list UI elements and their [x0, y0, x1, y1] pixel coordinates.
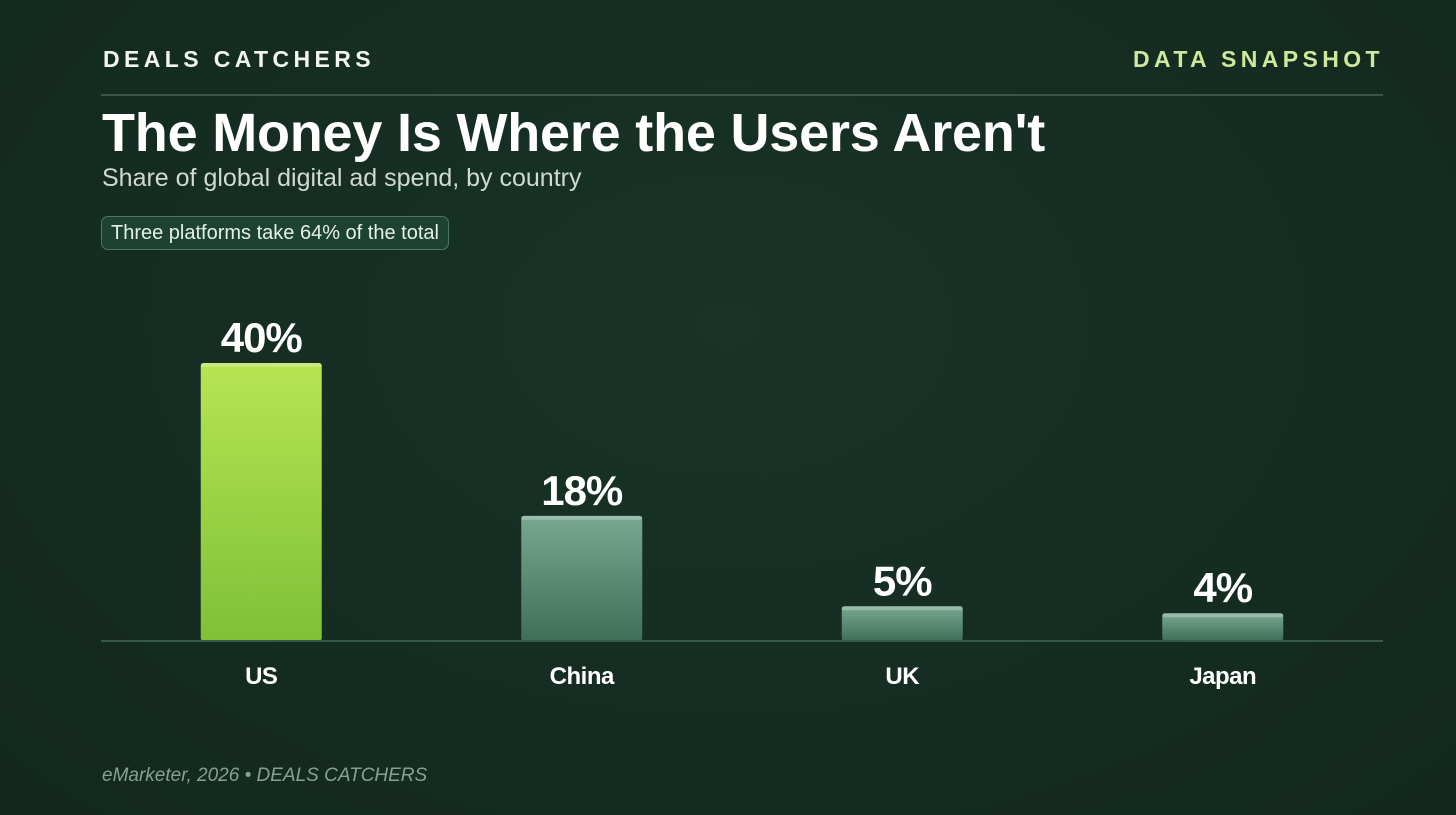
data-snapshot-tag: DATA SNAPSHOT	[1133, 46, 1384, 72]
callout-badge: Three platforms take 64% of the total	[101, 216, 449, 250]
header-divider	[101, 94, 1383, 96]
bar-uk	[841, 606, 963, 641]
category-label-uk: UK	[885, 663, 920, 690]
source-footer: eMarketer, 2026 • DEALS CATCHERS	[102, 765, 428, 786]
chart-title: The Money Is Where the Users Aren't	[102, 103, 1046, 163]
bar-cap-japan	[1162, 613, 1284, 618]
bar-japan	[1162, 613, 1284, 641]
bar-china	[521, 515, 643, 641]
value-label-japan: 4%	[1193, 564, 1252, 611]
chart-subtitle: Share of global digital ad spend, by cou…	[102, 164, 582, 192]
bar-cap-uk	[841, 606, 963, 611]
value-label-china: 18%	[541, 467, 623, 514]
value-label-us: 40%	[221, 314, 303, 361]
category-label-us: US	[245, 663, 278, 690]
brand-label: DEALS CATCHERS	[103, 46, 376, 72]
bar-us	[200, 363, 322, 641]
bar-cap-china	[521, 515, 643, 520]
value-label-uk: 5%	[873, 557, 932, 604]
bar-cap-us	[200, 363, 322, 367]
category-label-china: China	[550, 663, 615, 690]
category-label-japan: Japan	[1189, 663, 1256, 690]
